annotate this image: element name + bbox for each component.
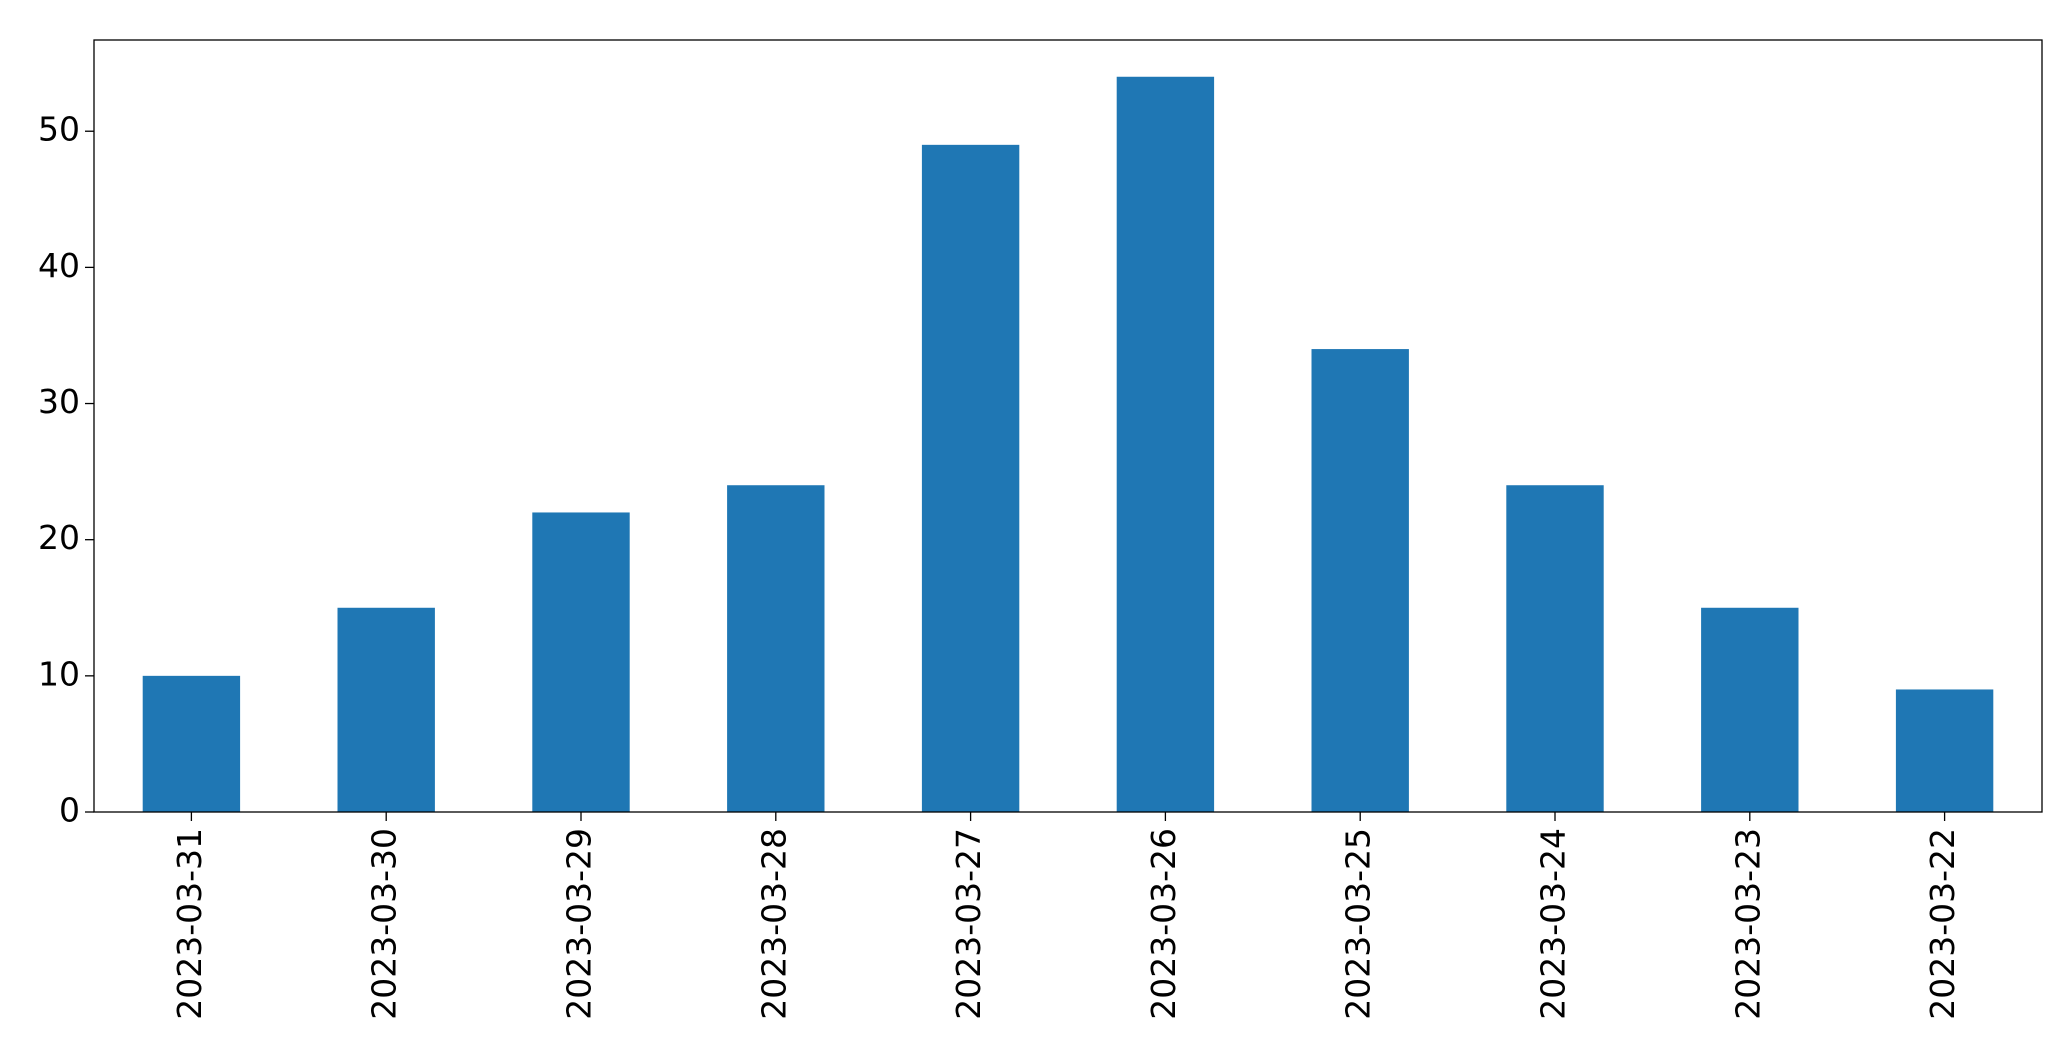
bar xyxy=(1506,485,1604,812)
bar xyxy=(921,144,1020,813)
x-tick-label: 2023-03-26 xyxy=(1144,828,1183,1020)
y-tick-label: 40 xyxy=(38,246,80,285)
bar xyxy=(142,675,241,812)
x-tick-label: 2023-03-29 xyxy=(560,828,599,1020)
y-tick-label: 10 xyxy=(38,654,80,693)
y-tick-label: 30 xyxy=(38,382,80,421)
plot-frame xyxy=(93,39,2043,813)
bar xyxy=(337,607,435,812)
bar xyxy=(727,485,825,812)
bar xyxy=(532,512,630,812)
bar xyxy=(1311,349,1409,812)
x-tick-label: 2023-03-22 xyxy=(1923,828,1962,1020)
x-tick-label: 2023-03-30 xyxy=(365,828,404,1020)
x-tick-label: 2023-03-27 xyxy=(949,828,988,1020)
x-tick-label: 2023-03-28 xyxy=(754,828,793,1020)
x-tick-label: 2023-03-25 xyxy=(1339,828,1378,1020)
x-tick-label: 2023-03-23 xyxy=(1728,828,1767,1020)
x-tick-label: 2023-03-31 xyxy=(170,828,209,1020)
bar xyxy=(1116,76,1215,812)
y-tick-label: 0 xyxy=(59,791,80,830)
y-tick-label: 20 xyxy=(38,518,80,557)
bar xyxy=(1701,607,1799,812)
bar xyxy=(1895,689,1994,812)
y-tick-label: 50 xyxy=(38,110,80,149)
x-tick-label: 2023-03-24 xyxy=(1534,828,1573,1020)
